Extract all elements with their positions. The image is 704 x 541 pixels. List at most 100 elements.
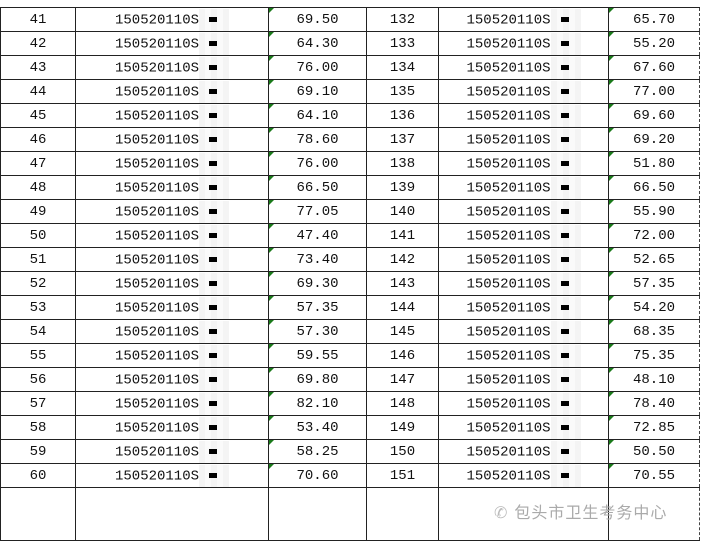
score-cell[interactable]: 55.90 [608,199,700,224]
candidate-id-cell[interactable]: 150520110S [75,7,269,32]
row-number-cell[interactable]: 137 [366,127,439,152]
score-cell[interactable]: 76.00 [268,151,367,176]
candidate-id-cell[interactable]: 150520110S [75,151,269,176]
score-cell[interactable]: 57.35 [268,295,367,320]
row-number-cell[interactable]: 47 [0,151,76,176]
candidate-id-cell[interactable]: 150520110S [75,463,269,488]
score-cell[interactable]: 69.10 [268,79,367,104]
score-cell[interactable]: 66.50 [268,175,367,200]
candidate-id-cell[interactable]: 150520110S [75,103,269,128]
candidate-id-cell[interactable]: 150520110S [438,175,609,200]
candidate-id-cell[interactable]: 150520110S [75,415,269,440]
score-cell[interactable]: 47.40 [268,223,367,248]
row-number-cell[interactable]: 136 [366,103,439,128]
candidate-id-cell[interactable]: 150520110S [438,79,609,104]
row-number-cell[interactable]: 132 [366,7,439,32]
candidate-id-cell[interactable]: 150520110S [438,247,609,272]
row-number-cell[interactable]: 48 [0,175,76,200]
empty-cell[interactable] [366,487,439,541]
candidate-id-cell[interactable]: 150520110S [438,295,609,320]
candidate-id-cell[interactable]: 150520110S [438,271,609,296]
row-number-cell[interactable]: 43 [0,55,76,80]
row-number-cell[interactable]: 50 [0,223,76,248]
score-cell[interactable]: 51.80 [608,151,700,176]
score-cell[interactable]: 66.50 [608,175,700,200]
score-cell[interactable]: 82.10 [268,391,367,416]
score-cell[interactable]: 64.30 [268,31,367,56]
row-number-cell[interactable]: 59 [0,439,76,464]
score-cell[interactable]: 69.50 [268,7,367,32]
row-number-cell[interactable]: 140 [366,199,439,224]
row-number-cell[interactable]: 55 [0,343,76,368]
candidate-id-cell[interactable]: 150520110S [438,199,609,224]
candidate-id-cell[interactable]: 150520110S [438,343,609,368]
score-cell[interactable]: 48.10 [608,367,700,392]
score-cell[interactable]: 76.00 [268,55,367,80]
score-cell[interactable]: 57.35 [608,271,700,296]
empty-cell[interactable] [75,487,269,541]
candidate-id-cell[interactable]: 150520110S [75,247,269,272]
candidate-id-cell[interactable]: 150520110S [438,31,609,56]
candidate-id-cell[interactable]: 150520110S [75,367,269,392]
row-number-cell[interactable]: 143 [366,271,439,296]
candidate-id-cell[interactable]: 150520110S [75,439,269,464]
row-number-cell[interactable]: 53 [0,295,76,320]
candidate-id-cell[interactable]: 150520110S [75,391,269,416]
row-number-cell[interactable]: 49 [0,199,76,224]
score-cell[interactable]: 69.20 [608,127,700,152]
candidate-id-cell[interactable]: 150520110S [438,103,609,128]
row-number-cell[interactable]: 138 [366,151,439,176]
row-number-cell[interactable]: 135 [366,79,439,104]
score-cell[interactable]: 72.00 [608,223,700,248]
candidate-id-cell[interactable]: 150520110S [75,319,269,344]
candidate-id-cell[interactable]: 150520110S [75,223,269,248]
candidate-id-cell[interactable]: 150520110S [438,463,609,488]
empty-cell[interactable] [268,487,367,541]
candidate-id-cell[interactable]: 150520110S [438,151,609,176]
candidate-id-cell[interactable]: 150520110S [438,391,609,416]
candidate-id-cell[interactable]: 150520110S [438,319,609,344]
row-number-cell[interactable]: 133 [366,31,439,56]
score-cell[interactable]: 58.25 [268,439,367,464]
score-cell[interactable]: 77.05 [268,199,367,224]
row-number-cell[interactable]: 58 [0,415,76,440]
row-number-cell[interactable]: 46 [0,127,76,152]
row-number-cell[interactable]: 41 [0,7,76,32]
row-number-cell[interactable]: 144 [366,295,439,320]
score-cell[interactable]: 53.40 [268,415,367,440]
empty-cell[interactable] [608,487,700,541]
row-number-cell[interactable]: 139 [366,175,439,200]
row-number-cell[interactable]: 45 [0,103,76,128]
row-number-cell[interactable]: 57 [0,391,76,416]
candidate-id-cell[interactable]: 150520110S [438,55,609,80]
score-cell[interactable]: 50.50 [608,439,700,464]
row-number-cell[interactable]: 44 [0,79,76,104]
score-cell[interactable]: 54.20 [608,295,700,320]
score-cell[interactable]: 69.30 [268,271,367,296]
row-number-cell[interactable]: 42 [0,31,76,56]
candidate-id-cell[interactable]: 150520110S [438,127,609,152]
score-cell[interactable]: 75.35 [608,343,700,368]
row-number-cell[interactable]: 148 [366,391,439,416]
score-cell[interactable]: 64.10 [268,103,367,128]
row-number-cell[interactable]: 60 [0,463,76,488]
score-cell[interactable]: 67.60 [608,55,700,80]
score-cell[interactable]: 59.55 [268,343,367,368]
row-number-cell[interactable]: 146 [366,343,439,368]
row-number-cell[interactable]: 147 [366,367,439,392]
row-number-cell[interactable]: 151 [366,463,439,488]
score-cell[interactable]: 70.60 [268,463,367,488]
row-number-cell[interactable]: 145 [366,319,439,344]
score-cell[interactable]: 65.70 [608,7,700,32]
row-number-cell[interactable]: 150 [366,439,439,464]
candidate-id-cell[interactable]: 150520110S [75,175,269,200]
score-cell[interactable]: 69.80 [268,367,367,392]
candidate-id-cell[interactable]: 150520110S [75,271,269,296]
score-cell[interactable]: 55.20 [608,31,700,56]
score-cell[interactable]: 68.35 [608,319,700,344]
candidate-id-cell[interactable]: 150520110S [75,295,269,320]
score-cell[interactable]: 52.65 [608,247,700,272]
candidate-id-cell[interactable]: 150520110S [438,439,609,464]
candidate-id-cell[interactable]: 150520110S [75,343,269,368]
candidate-id-cell[interactable]: 150520110S [75,31,269,56]
